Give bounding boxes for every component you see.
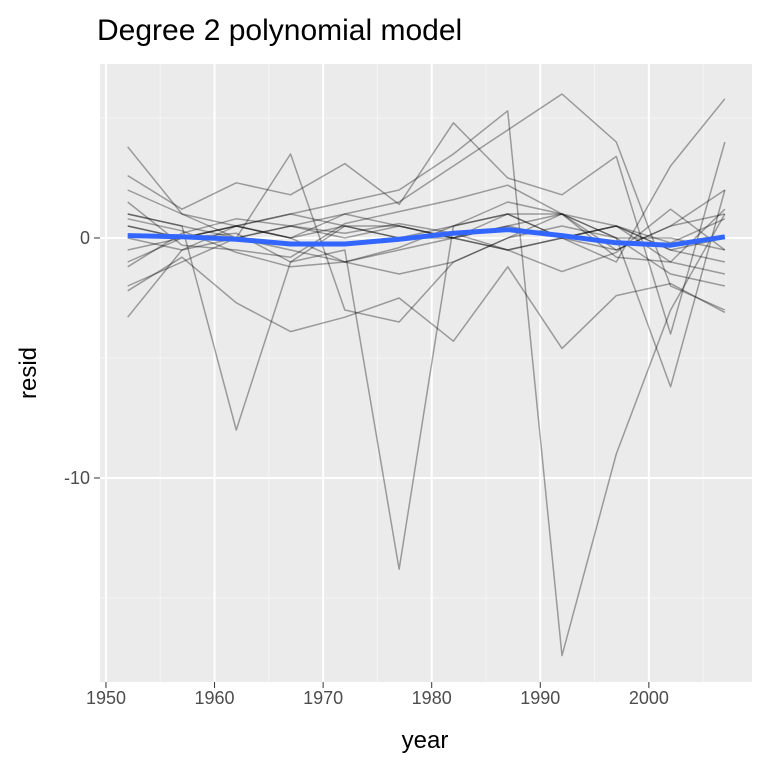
resid-line	[127, 153, 726, 323]
resid-line	[127, 93, 726, 311]
x-tick-label: 1980	[412, 688, 452, 708]
resid-line	[127, 189, 726, 388]
x-tick-label: 1950	[86, 688, 126, 708]
y-tick-label: 0	[80, 228, 90, 248]
resid-line	[127, 213, 726, 431]
x-tick-label: 1970	[303, 688, 343, 708]
resid-line	[127, 110, 726, 657]
x-tick-label: 1960	[195, 688, 235, 708]
resid-line	[127, 213, 726, 287]
panel	[100, 64, 752, 682]
resid-line	[127, 213, 726, 570]
x-tick-label: 2000	[629, 688, 669, 708]
x-tick-label: 1990	[520, 688, 560, 708]
resid-line	[127, 189, 726, 275]
y-axis-label: resid	[15, 347, 42, 399]
x-axis-label: year	[402, 727, 449, 754]
resid-line	[127, 256, 726, 350]
y-tick-label: -10	[64, 468, 90, 488]
resid-line	[127, 122, 726, 335]
smooth-line	[127, 227, 726, 248]
chart-title: Degree 2 polynomial model	[97, 14, 462, 47]
resid-line	[127, 184, 726, 258]
